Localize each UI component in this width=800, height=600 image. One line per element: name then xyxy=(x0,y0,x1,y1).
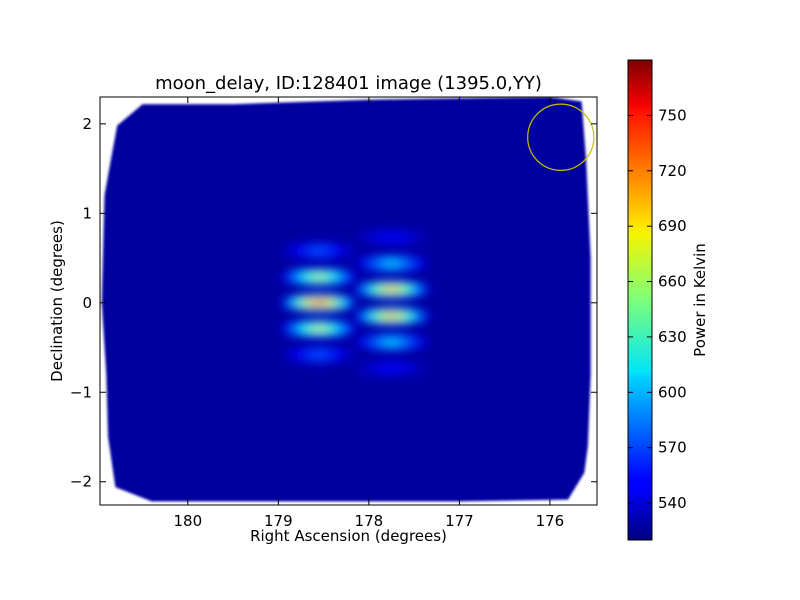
plot-frame xyxy=(99,96,598,506)
x-tick-label: 177 xyxy=(445,512,474,530)
y-axis-label: Declination (degrees) xyxy=(48,220,66,382)
feature-5 xyxy=(353,279,430,299)
feature-2 xyxy=(281,319,358,339)
x-tick-label: 179 xyxy=(264,512,293,530)
colorbar-tick-label: 600 xyxy=(658,383,687,401)
feature-10 xyxy=(353,358,430,378)
colorbar-tick-label: 750 xyxy=(658,106,687,124)
feature-7 xyxy=(353,254,430,273)
colorbar-gradient xyxy=(627,59,653,541)
colorbar-tick-label: 690 xyxy=(658,217,687,235)
colorbar-tick-label: 630 xyxy=(658,328,687,346)
feature-0 xyxy=(281,293,358,313)
x-tick-label: 180 xyxy=(173,512,202,530)
feature-4 xyxy=(281,345,358,365)
x-axis-label: Right Ascension (degrees) xyxy=(250,527,447,545)
y-tick-label: 2 xyxy=(82,115,92,133)
y-tick-label: 1 xyxy=(82,204,92,222)
x-tick-label: 178 xyxy=(355,512,384,530)
colorbar-tick-label: 720 xyxy=(658,162,687,180)
colorbar-label: Power in Kelvin xyxy=(691,243,709,357)
y-tick-label: −2 xyxy=(70,473,92,491)
colorbar-ticks: 540 570 600 630 660 690 720 750 xyxy=(628,106,687,512)
feature-3 xyxy=(281,241,358,261)
y-axis-ticks: −2 −1 0 1 2 xyxy=(70,115,597,491)
beam-circle xyxy=(527,103,595,171)
colorbar-tick-label: 570 xyxy=(658,439,687,457)
x-tick-label: 176 xyxy=(536,512,565,530)
y-tick-label: −1 xyxy=(70,383,92,401)
colorbar-tick-label: 660 xyxy=(658,273,687,291)
feature-9 xyxy=(353,228,430,247)
colorbar-tick-label: 540 xyxy=(658,494,687,512)
emission-features xyxy=(281,228,430,378)
plot-area xyxy=(101,97,595,502)
y-tick-label: 0 xyxy=(82,294,92,312)
x-axis-ticks: 180 179 178 177 176 xyxy=(173,97,564,530)
feature-8 xyxy=(353,332,430,352)
colorbar: 540 570 600 630 660 690 720 750 Power in Kelvin xyxy=(627,59,709,541)
feature-6 xyxy=(353,306,430,326)
feature-1 xyxy=(281,267,358,287)
chart-title: moon_delay, ID:128401 image (1395.0,YY) xyxy=(155,73,542,94)
